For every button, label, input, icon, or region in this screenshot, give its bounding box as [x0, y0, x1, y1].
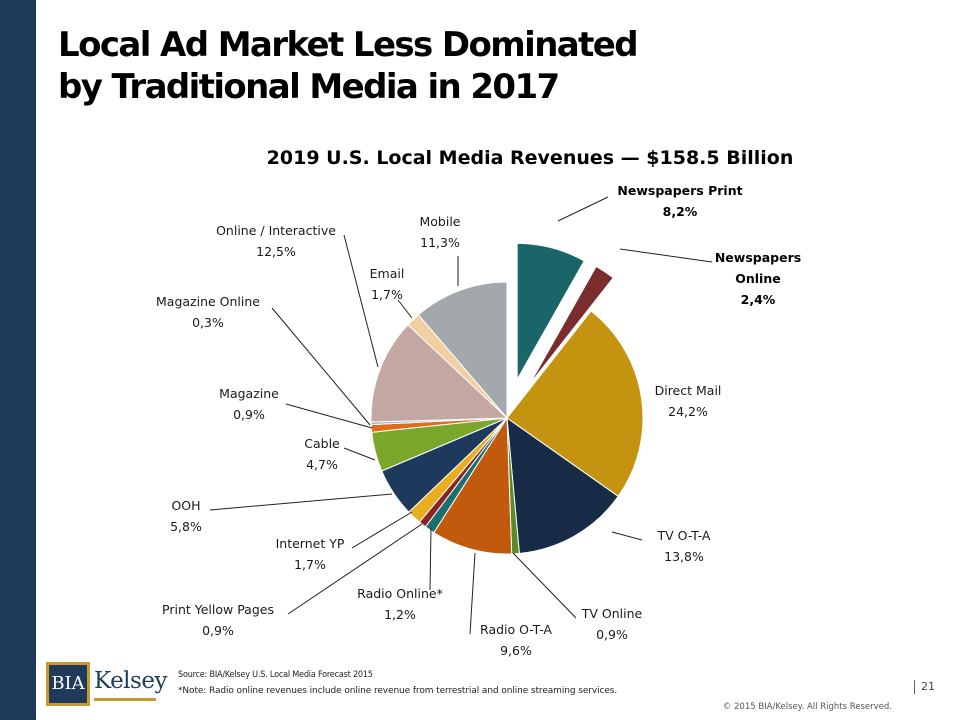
slice-labels: Newspapers Print 8,2% Newspapers Online 2,4%…	[156, 183, 801, 658]
leader-line	[271, 307, 371, 426]
slice-percent-label: 4,7%	[306, 457, 338, 472]
slice-percent-label: 1,2%	[384, 607, 416, 622]
logo-bia-box: BIA	[46, 662, 90, 706]
leader-line	[351, 511, 413, 549]
sidebar-band	[0, 0, 36, 720]
copyright: © 2015 BIA/Kelsey. All Rights Reserved.	[722, 702, 892, 712]
slice-percent-label: 0,9%	[202, 623, 234, 638]
slice-percent-label: 5,8%	[170, 519, 202, 534]
slice-percent-label: 11,3%	[420, 235, 460, 250]
pie-slice-online-interactive	[370, 324, 509, 423]
slice-percent-label: 8,2%	[663, 204, 698, 219]
leader-line	[611, 531, 643, 541]
leader-line	[209, 493, 393, 511]
slice-name-label: Print Yellow Pages	[162, 602, 274, 617]
slice-name-label: OOH	[171, 498, 200, 513]
leader-line	[557, 196, 609, 222]
pie-slice-tv-o-t-a	[506, 416, 619, 554]
leader-line	[287, 523, 423, 615]
logo-gold-rule	[94, 698, 156, 701]
slice-percent-label: 24,2%	[668, 404, 708, 419]
slice-percent-label: 0,9%	[233, 407, 265, 422]
leader-line	[397, 299, 413, 319]
slice-percent-label: 9,6%	[500, 643, 532, 658]
pie-slice-newspapers-print	[516, 242, 585, 382]
slice-percent-label: 0,9%	[596, 627, 628, 642]
leader-line	[619, 248, 713, 263]
slice-name-label: Magazine Online	[156, 294, 260, 309]
slice-name-label: Magazine	[219, 386, 279, 401]
slice-percent-label: 13,8%	[664, 549, 704, 564]
pie-slice-direct-mail	[506, 310, 644, 498]
page-number: 21	[914, 680, 935, 694]
source-note: Source: BIA/Kelsey U.S. Local Media Fore…	[178, 670, 373, 680]
bia-kelsey-logo: BIA Kelsey	[46, 662, 167, 706]
slice-name-label: Direct Mail	[655, 383, 722, 398]
chart-title: 2019 U.S. Local Media Revenues — $158.5 …	[266, 147, 794, 169]
slice-name-label: Radio Online*	[357, 586, 443, 601]
slice-name-label: Newspapers	[715, 250, 801, 265]
slice-percent-label: 12,5%	[256, 244, 296, 259]
leader-line	[512, 552, 577, 619]
slice-percent-label: 1,7%	[371, 287, 403, 302]
slice-name-label: Email	[370, 266, 405, 281]
slide-title-line-2: by Traditional Media in 2017	[58, 67, 560, 107]
pie-slice-radio-o-t-a	[433, 416, 513, 555]
leader-line	[469, 552, 476, 635]
leader-lines	[209, 196, 713, 635]
slide-title: Local Ad Market Less Dominated by Tradit…	[58, 24, 818, 108]
leader-line	[343, 234, 379, 368]
footnote: *Note: Radio online revenues include onl…	[178, 686, 618, 696]
pie-slice-mobile	[417, 281, 508, 420]
slice-name-label: Internet YP	[276, 536, 345, 551]
pie-slices	[370, 242, 644, 555]
slice-percent-label: 0,3%	[192, 315, 224, 330]
slice-name-label: Online / Interactive	[216, 223, 336, 238]
slice-name-label: Mobile	[419, 214, 460, 229]
slice-name-label: Online	[735, 271, 780, 286]
leader-line	[285, 403, 373, 429]
leader-line	[343, 447, 376, 461]
logo-kelsey-text: Kelsey	[94, 668, 167, 694]
slice-percent-label: 2,4%	[741, 292, 776, 307]
pie-slice-newspapers-online	[528, 265, 614, 386]
slide-title-line-1: Local Ad Market Less Dominated	[58, 25, 639, 65]
slice-name-label: Cable	[304, 436, 340, 451]
leader-line	[429, 527, 432, 591]
slice-name-label: TV Online	[581, 606, 643, 621]
slice-name-label: TV O-T-A	[657, 528, 711, 543]
slice-name-label: Radio O-T-A	[480, 622, 552, 637]
slice-name-label: Newspapers Print	[617, 183, 742, 198]
slice-percent-label: 1,7%	[294, 557, 326, 572]
